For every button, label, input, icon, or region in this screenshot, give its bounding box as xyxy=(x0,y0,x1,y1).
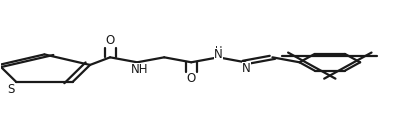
Text: S: S xyxy=(8,83,15,96)
Text: N: N xyxy=(214,48,223,61)
Text: H: H xyxy=(214,46,222,56)
Text: O: O xyxy=(187,72,196,85)
Text: O: O xyxy=(105,34,115,47)
Text: N: N xyxy=(242,62,251,75)
Text: NH: NH xyxy=(130,63,148,76)
